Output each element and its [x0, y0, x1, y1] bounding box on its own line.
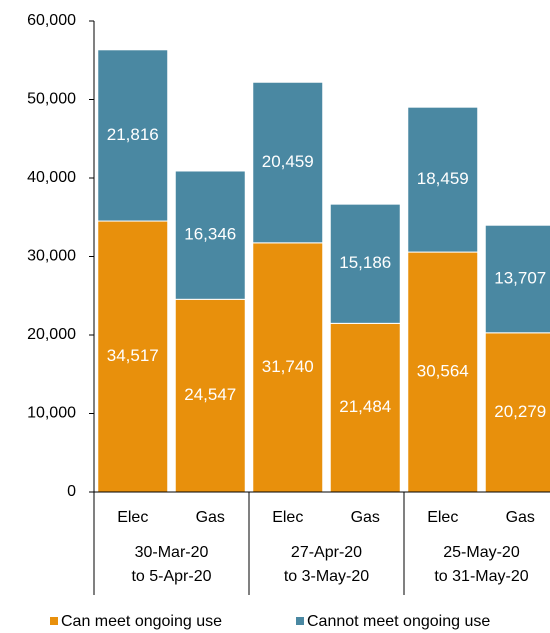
- value-label: 20,279: [494, 402, 546, 421]
- bar-segment: [407, 106, 479, 253]
- bar-segment: [174, 170, 246, 300]
- bar-segment: [174, 298, 246, 493]
- group-label: 27-Apr-20: [291, 544, 362, 561]
- x-tick-label: Elec: [427, 509, 458, 526]
- bar-segment: [252, 242, 324, 493]
- value-label: 20,459: [262, 152, 314, 171]
- value-label: 16,346: [184, 225, 236, 244]
- value-label: 15,186: [339, 253, 391, 272]
- y-tick-label: 30,000: [27, 248, 76, 265]
- x-tick-label: Gas: [506, 509, 535, 526]
- value-label: 13,707: [494, 268, 546, 287]
- y-tick-label: 20,000: [27, 326, 76, 343]
- legend-swatch: [296, 617, 304, 625]
- x-tick-label: Gas: [351, 509, 380, 526]
- x-tick-label: Elec: [117, 509, 148, 526]
- bar-segment: [252, 81, 324, 244]
- y-tick-label: 0: [67, 483, 76, 500]
- legend-swatch: [50, 617, 58, 625]
- bar-segment: [97, 49, 169, 222]
- legend-label: Cannot meet ongoing use: [307, 613, 490, 630]
- value-label: 18,459: [417, 169, 469, 188]
- bar-segment: [407, 251, 479, 493]
- legend-label: Can meet ongoing use: [61, 613, 222, 630]
- bar-segment: [329, 203, 401, 324]
- value-label: 24,547: [184, 385, 236, 404]
- bar-segment: [484, 332, 550, 493]
- group-label: to 3-May-20: [284, 568, 369, 585]
- y-tick-label: 10,000: [27, 405, 76, 422]
- group-label: to 31-May-20: [434, 568, 528, 585]
- group-label: 30-Mar-20: [135, 544, 209, 561]
- value-label: 21,816: [107, 125, 159, 144]
- y-tick-label: 50,000: [27, 91, 76, 108]
- group-label: to 5-Apr-20: [131, 568, 211, 585]
- y-tick-label: 60,000: [27, 12, 76, 29]
- bar-segment: [484, 224, 550, 334]
- x-tick-label: Elec: [272, 509, 303, 526]
- value-label: 34,517: [107, 346, 159, 365]
- value-label: 31,740: [262, 357, 314, 376]
- y-tick-label: 40,000: [27, 169, 76, 186]
- value-label: 30,564: [417, 362, 469, 381]
- x-tick-label: Gas: [196, 509, 225, 526]
- group-label: 25-May-20: [443, 544, 520, 561]
- bar-segment: [329, 322, 401, 493]
- value-label: 21,484: [339, 397, 391, 416]
